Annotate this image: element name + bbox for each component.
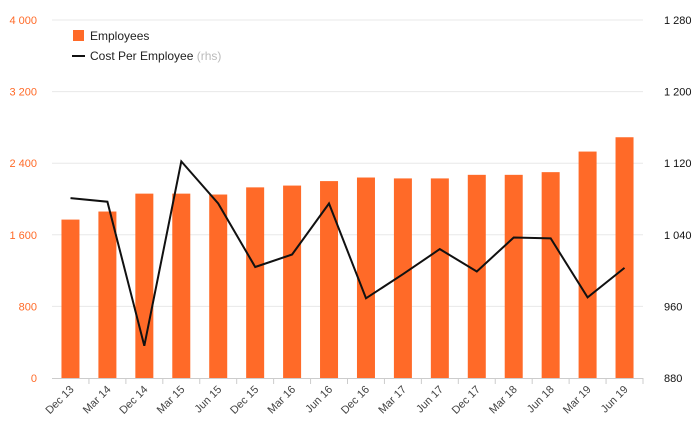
- employees-bar: [430, 178, 449, 378]
- y-right-tick-label: 1 040: [664, 230, 692, 242]
- employees-bar: [320, 181, 339, 378]
- legend-item: Cost Per Employee (rhs): [72, 49, 221, 63]
- x-tick-label: Jun 19: [599, 384, 631, 416]
- legend-item: Employees: [73, 29, 149, 43]
- x-tick-label: Jun 16: [303, 384, 335, 416]
- x-tick-label: Jun 15: [192, 384, 224, 416]
- employees-bar: [615, 137, 634, 378]
- employees-bar: [98, 211, 117, 378]
- employees-bar: [283, 185, 302, 378]
- x-tick-label: Dec 17: [450, 384, 483, 417]
- legend-label: Cost Per Employee (rhs): [90, 49, 221, 63]
- y-right-tick-label: 1 280: [664, 15, 692, 27]
- employees-bar: [356, 177, 375, 378]
- employees-bar: [467, 174, 486, 378]
- employees-bar: [393, 178, 412, 378]
- x-tick-label: Dec 13: [43, 384, 76, 417]
- y-left-tick-label: 1 600: [9, 230, 37, 242]
- employees-bar: [209, 194, 228, 378]
- x-tick-label: Dec 16: [339, 384, 372, 417]
- employees-bar: [578, 151, 597, 378]
- cost-per-employee-line: [70, 159, 626, 347]
- legend: Employees Cost Per Employee (rhs): [72, 29, 221, 63]
- y-left-tick-label: 4 000: [9, 15, 37, 27]
- x-tick-label: Jun 17: [414, 384, 446, 416]
- y-right-tick-label: 880: [664, 373, 682, 385]
- employees-bar: [504, 174, 523, 378]
- x-tick-label: Mar 19: [561, 384, 594, 417]
- employees-bar: [135, 193, 154, 378]
- y-right-tick-label: 1 120: [664, 158, 692, 170]
- y-right-tick-label: 1 200: [664, 87, 692, 99]
- x-tick-label: Mar 17: [376, 384, 409, 417]
- cost-per-employee-line-group: [70, 159, 626, 347]
- x-tick-label: Mar 16: [266, 384, 299, 417]
- employees-bar: [541, 172, 560, 378]
- y-left-tick-label: 0: [31, 373, 37, 385]
- employees-bar: [172, 193, 191, 378]
- legend-label: Employees: [90, 29, 149, 43]
- y-left-tick-label: 800: [19, 301, 37, 313]
- legend-suffix: (rhs): [193, 49, 221, 63]
- y-left-tick-label: 3 200: [9, 87, 37, 99]
- x-tick-label: Mar 18: [487, 384, 520, 417]
- employees-bar: [61, 219, 80, 378]
- x-tick-label: Dec 14: [117, 384, 150, 417]
- y-left-tick-label: 2 400: [9, 158, 37, 170]
- employees-bar: [246, 187, 265, 378]
- x-tick-label: Mar 15: [155, 384, 188, 417]
- x-tick-label: Jun 18: [525, 384, 557, 416]
- legend-swatch-square: [73, 30, 84, 41]
- y-right-tick-label: 960: [664, 301, 682, 313]
- x-tick-label: Dec 15: [228, 384, 261, 417]
- x-tick-label: Mar 14: [81, 384, 114, 417]
- employees-bars: [61, 137, 634, 378]
